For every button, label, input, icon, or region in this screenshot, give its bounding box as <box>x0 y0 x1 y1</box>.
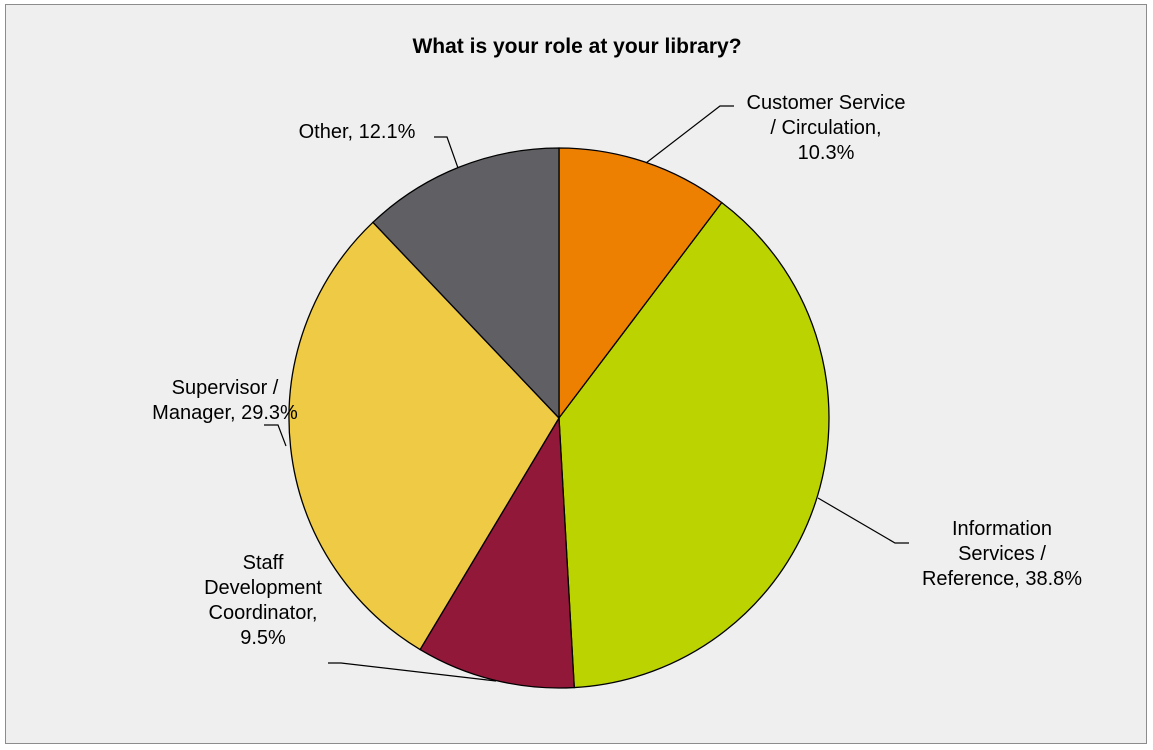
pie-chart: What is your role at your library? Custo… <box>152 35 1082 689</box>
slice-label-line: Supervisor / <box>172 377 279 399</box>
slice-label-staff-development: Staff Development Coordinator, 9.5% <box>204 552 322 649</box>
leader-line-staff-development <box>328 662 497 682</box>
pie-slice-customer-service <box>558 147 723 420</box>
slice-label-other: Other, 12.1% <box>299 121 416 143</box>
slice-label-line: Customer Service <box>747 92 906 114</box>
slice-labels: Customer Service / Circulation, 10.3% Infor… <box>152 92 1082 649</box>
slice-label-information-services: Information Services / Reference, 38.8% <box>922 518 1082 590</box>
pie-slice-other <box>372 147 560 420</box>
slice-label-line: 10.3% <box>798 142 855 164</box>
slice-label-supervisor-manager: Supervisor / Manager, 29.3% <box>152 377 298 424</box>
slice-label-line: Reference, 38.8% <box>922 568 1082 590</box>
pie-slice-staff-development <box>419 415 575 689</box>
leader-line-customer-service <box>645 105 734 164</box>
leader-line-other <box>434 136 459 169</box>
pie-slices <box>288 147 830 689</box>
slice-label-line: Services / <box>958 543 1046 565</box>
slice-label-line: / Circulation, <box>770 117 881 139</box>
leader-line-supervisor-manager <box>264 424 287 447</box>
slice-label-line: Information <box>952 518 1052 540</box>
chart-frame: What is your role at your library? Custo… <box>5 4 1147 744</box>
leader-line-information-services <box>817 497 909 544</box>
chart-title: What is your role at your library? <box>412 35 741 58</box>
slice-label-customer-service: Customer Service / Circulation, 10.3% <box>747 92 906 164</box>
slice-label-line: Development <box>204 577 322 599</box>
leader-lines <box>264 105 909 682</box>
pie-slice-information-services <box>558 201 830 689</box>
slice-label-line: 9.5% <box>240 627 286 649</box>
slice-label-line: Staff <box>243 552 284 574</box>
slice-label-line: Manager, 29.3% <box>152 402 298 424</box>
slice-label-line: Coordinator, <box>209 602 318 624</box>
slice-label-line: Other, 12.1% <box>299 121 416 143</box>
pie-slice-supervisor-manager <box>288 221 560 651</box>
